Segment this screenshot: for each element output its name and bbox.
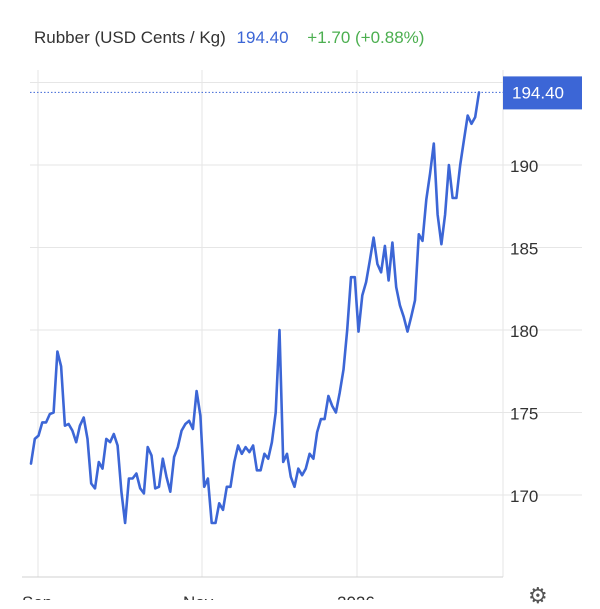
y-tick-label: 180 xyxy=(510,322,538,341)
tag-layer: 194.40 xyxy=(30,76,582,110)
price-line xyxy=(29,91,481,525)
gear-icon[interactable]: ⚙ xyxy=(528,584,548,609)
x-tick-label: 2026 xyxy=(337,593,375,600)
y-tick-label: 175 xyxy=(510,405,538,424)
y-tick-label: 185 xyxy=(510,240,538,259)
last-price-tag-label: 194.40 xyxy=(512,83,564,102)
instrument-name: Rubber (USD Cents / Kg) xyxy=(34,28,226,47)
x-tick-label: Nov xyxy=(183,593,214,600)
grid-layer xyxy=(22,70,582,578)
y-tick-label: 190 xyxy=(510,157,538,176)
current-price: 194.40 xyxy=(236,28,289,47)
y-tick-label: 170 xyxy=(510,487,538,506)
price-change: +1.70 (+0.88%) xyxy=(307,28,425,47)
line-layer xyxy=(29,91,481,525)
chart-header: Rubber (USD Cents / Kg) 194.40 +1.70 (+0… xyxy=(34,28,424,48)
x-tick-label: Sep xyxy=(22,593,52,600)
last-price-tag xyxy=(503,76,582,110)
